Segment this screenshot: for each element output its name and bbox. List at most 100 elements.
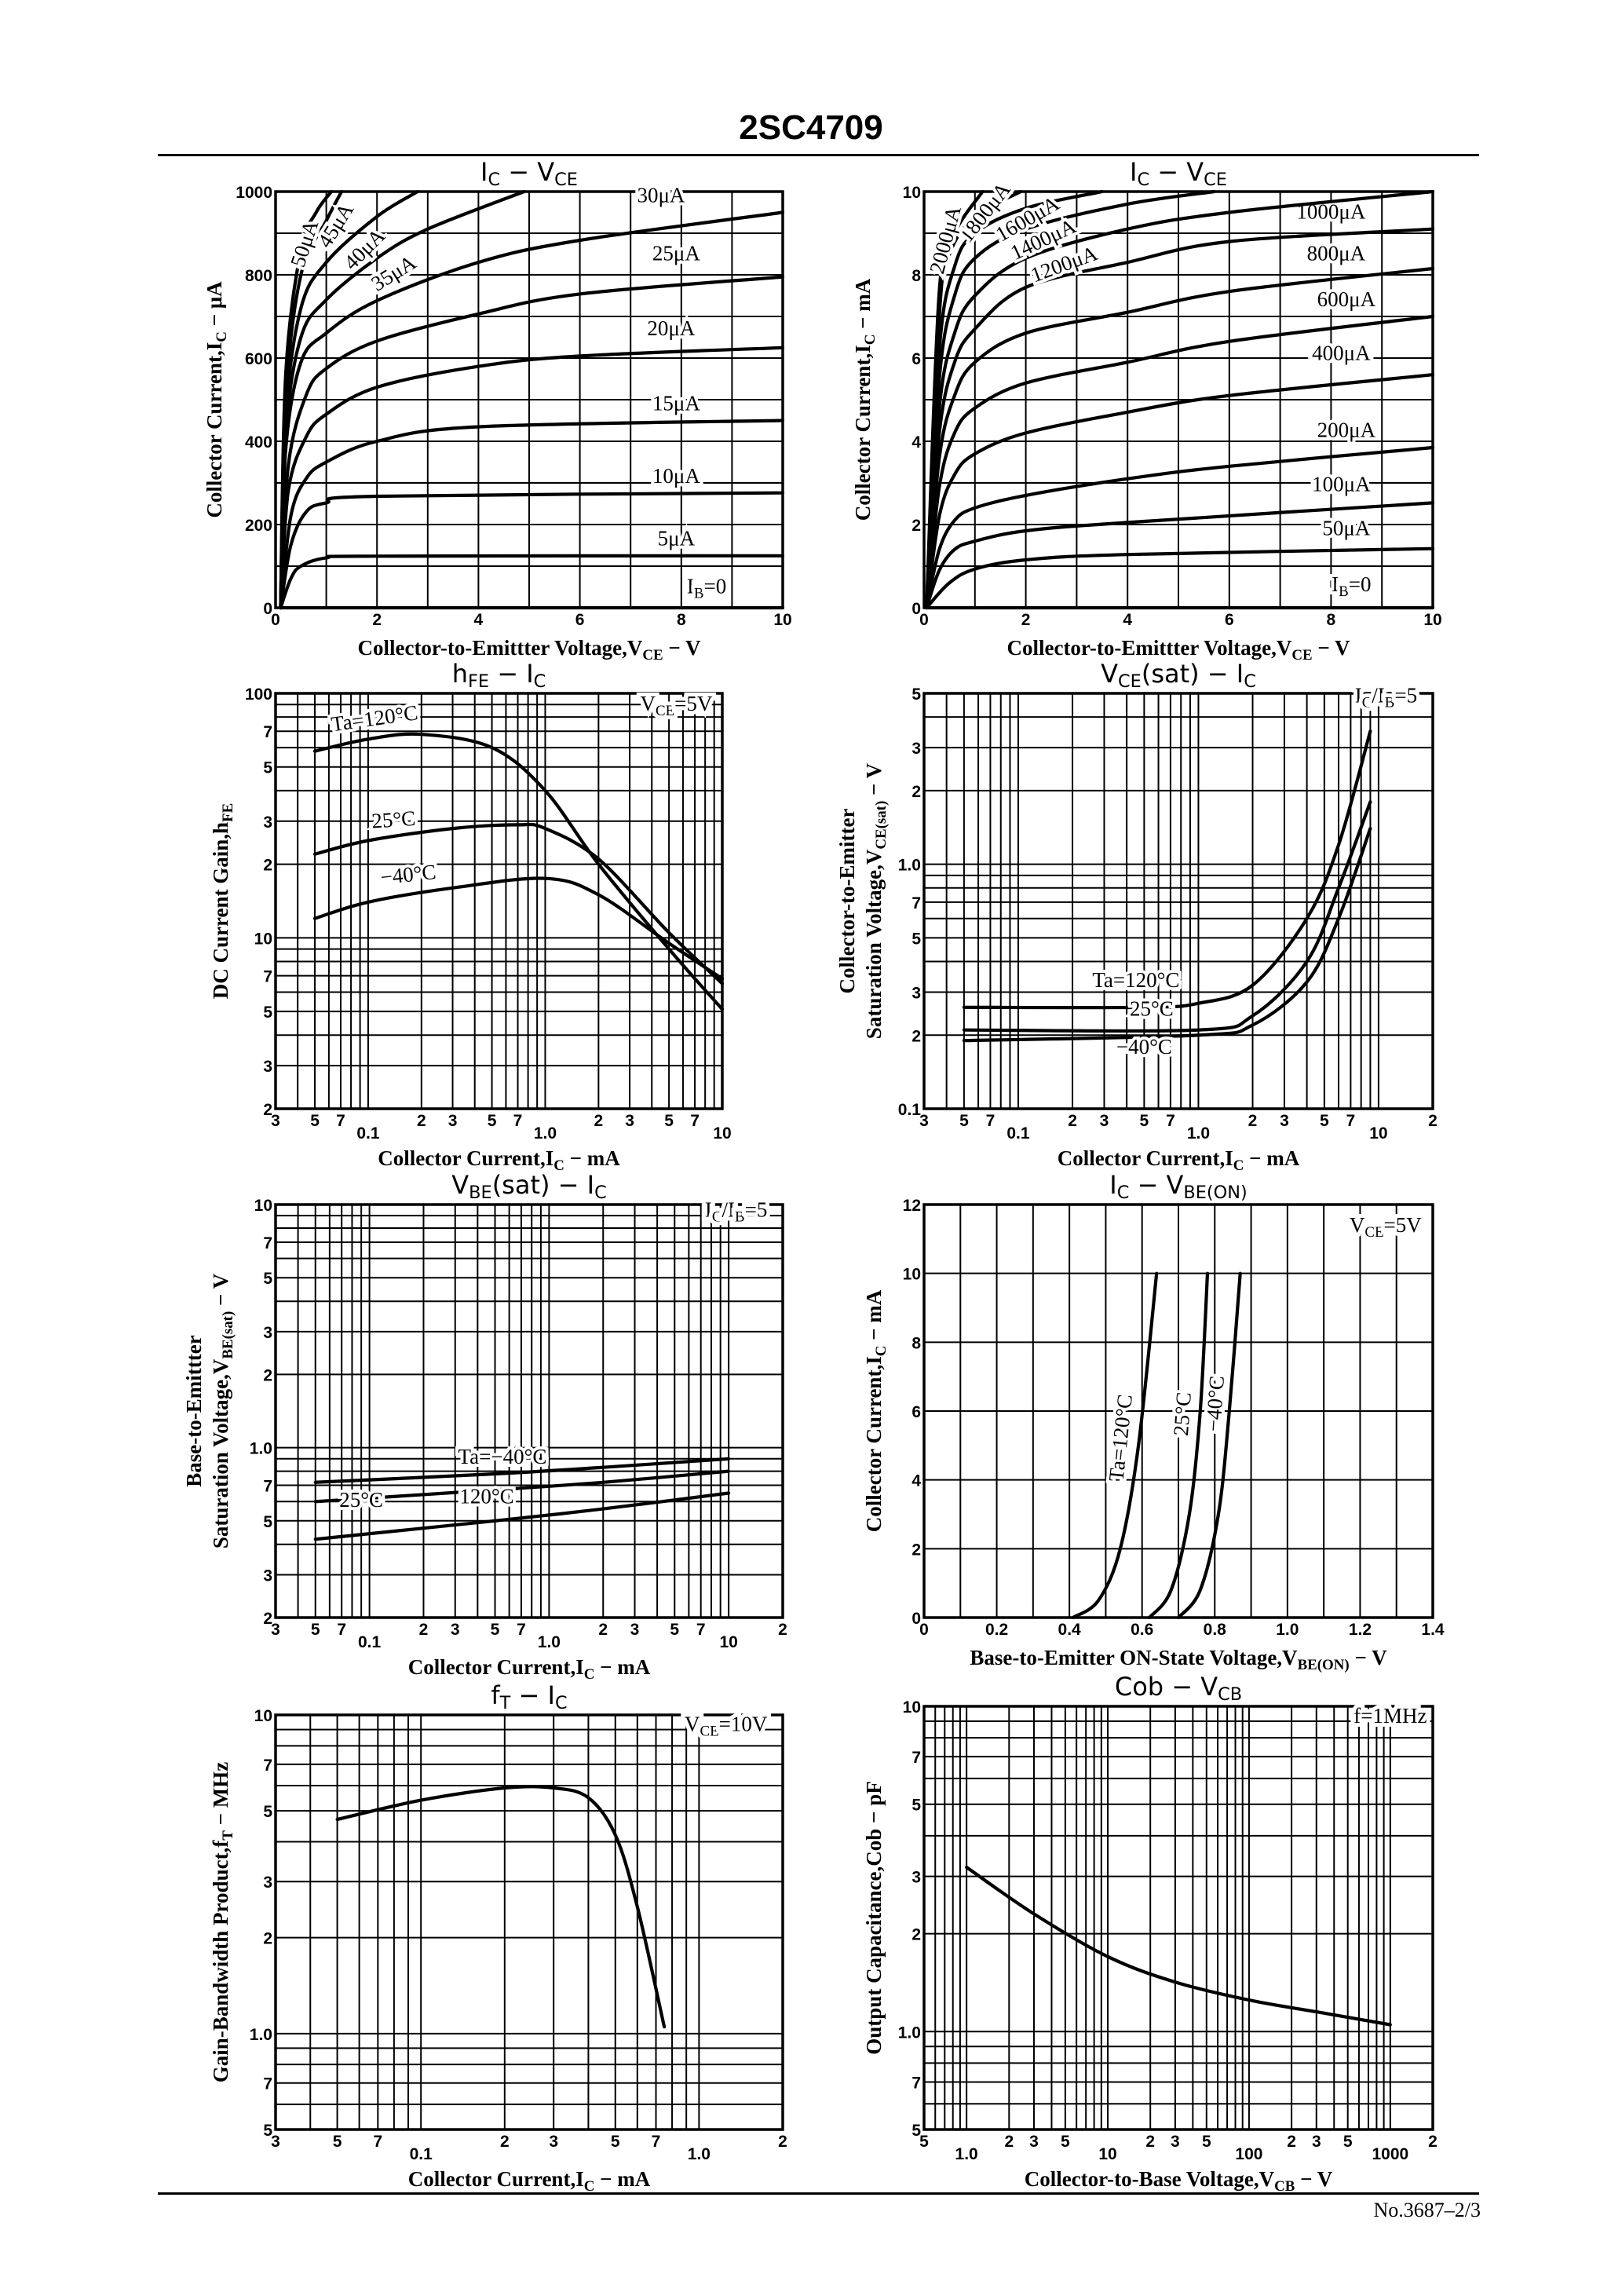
y-tick-label: 10 bbox=[254, 930, 272, 948]
series-curve bbox=[279, 345, 785, 610]
x-tick-label: 0.1 bbox=[358, 1633, 382, 1651]
y-tick-label: 4 bbox=[911, 433, 921, 452]
y-tick-label: 1000 bbox=[236, 184, 272, 202]
x-axis-label: Collector Current,IC​ − mA bbox=[408, 2167, 651, 2195]
x-tick-label: 5 bbox=[333, 2133, 342, 2151]
x-tick-label: 5 bbox=[959, 1112, 969, 1130]
series-label: 5μA bbox=[658, 527, 696, 550]
x-tick-label: 2 bbox=[1248, 1112, 1258, 1130]
series-curve bbox=[962, 800, 1372, 1033]
x-tick-label: 2 bbox=[1004, 2133, 1014, 2151]
chart-title: IC​ − VCE​ bbox=[480, 157, 578, 190]
plot-frame bbox=[922, 692, 1434, 1110]
x-tick-label: 3 bbox=[271, 1621, 280, 1639]
series-curve bbox=[925, 547, 1435, 610]
series-curve bbox=[925, 189, 1435, 610]
x-tick-label: 7 bbox=[1346, 1112, 1356, 1130]
y-tick-label: 1.0 bbox=[250, 1440, 272, 1458]
x-tick-label: 10 bbox=[719, 1633, 737, 1651]
y-tick-label: 7 bbox=[263, 1478, 272, 1496]
x-tick-label: 10 bbox=[713, 1124, 731, 1143]
y-tick-label: 3 bbox=[263, 813, 272, 832]
x-tick-label: 2 bbox=[372, 611, 382, 629]
x-tick-label: 8 bbox=[1327, 611, 1336, 629]
y-tick-label: 7 bbox=[263, 2075, 272, 2093]
condition-annotation: IC​/IB​=5 bbox=[705, 1198, 767, 1226]
y-tick-label: 2 bbox=[263, 1101, 272, 1119]
series-curve bbox=[313, 1457, 731, 1484]
y-tick-label: 0.1 bbox=[898, 1101, 922, 1119]
x-tick-label: 3 bbox=[271, 1112, 280, 1130]
y-axis-label: Base-to-Emittter bbox=[182, 1335, 206, 1486]
plot-frame bbox=[274, 1713, 784, 2131]
x-tick-label: 0 bbox=[919, 611, 929, 629]
x-tick-label: 2 bbox=[1145, 2133, 1155, 2151]
series-curve bbox=[335, 1785, 667, 2029]
x-tick-label: 3 bbox=[1280, 1112, 1289, 1130]
x-tick-label: 1.0 bbox=[534, 1124, 557, 1143]
series-label: 35μA bbox=[367, 250, 420, 296]
footer-rule bbox=[158, 2192, 1479, 2195]
series-label: −40°C bbox=[379, 860, 437, 889]
chart-2: 0 2 4 6 8 10 0 2 4 6 8 10 IC​ − VCE​ Collector-to-Emi… bbox=[851, 157, 1442, 664]
x-tick-label: 2 bbox=[778, 2133, 787, 2151]
y-tick-label: 5 bbox=[263, 759, 272, 777]
x-tick-label: 3 bbox=[630, 1621, 640, 1639]
x-tick-label: 1.0 bbox=[538, 1633, 561, 1651]
y-tick-label: 1.0 bbox=[898, 2024, 921, 2042]
series-label: 15μA bbox=[652, 391, 700, 415]
y-tick-label: 5 bbox=[911, 2122, 921, 2140]
series-curve bbox=[962, 827, 1372, 1043]
y-tick-label: 10 bbox=[254, 1197, 272, 1215]
series-curve bbox=[925, 501, 1435, 610]
x-tick-label: 10 bbox=[773, 611, 791, 629]
series-curve bbox=[925, 227, 1435, 610]
series-curve bbox=[1071, 1271, 1159, 1620]
x-tick-label: 2 bbox=[1428, 1112, 1438, 1130]
x-tick-label: 5 bbox=[488, 1112, 497, 1130]
y-axis-label: Saturation Voltage,VBE(sat)​ − V bbox=[209, 1273, 236, 1548]
y-tick-label: 5 bbox=[263, 1513, 272, 1531]
condition-annotation: VCE​=5V bbox=[1350, 1213, 1422, 1241]
x-tick-label: 5 bbox=[1140, 1112, 1149, 1130]
chart-4: 3570.123571.023571020.123571.0235VCE​(sa… bbox=[835, 659, 1438, 1174]
series-curve bbox=[925, 189, 985, 610]
series-curve bbox=[279, 189, 334, 610]
x-tick-label: 7 bbox=[986, 1112, 995, 1130]
y-axis-label: Collector Current,IC​ − μA bbox=[203, 281, 230, 518]
series-label: 50μA bbox=[1322, 516, 1370, 539]
chart-title: IC​ − VCE​ bbox=[1130, 157, 1227, 190]
series-curve bbox=[925, 314, 1435, 610]
y-tick-label: 600 bbox=[245, 350, 272, 368]
x-tick-label: 8 bbox=[677, 611, 686, 629]
x-tick-label: 3 bbox=[549, 2133, 558, 2151]
chart-title: VCE​(sat) − IC​ bbox=[1101, 659, 1256, 692]
series-label: 120°C bbox=[459, 1485, 513, 1508]
series-label: 25°C bbox=[371, 806, 416, 833]
series-label: −40°C bbox=[1116, 1035, 1172, 1058]
y-tick-label: 0 bbox=[911, 1610, 921, 1628]
x-tick-label: 2 bbox=[1068, 1112, 1077, 1130]
x-axis-label: Base-to-Emitter ON-State Voltage,VBE(ON)… bbox=[970, 1646, 1387, 1673]
series-label: −40°C bbox=[1201, 1375, 1229, 1432]
y-tick-label: 5 bbox=[911, 930, 921, 948]
series-label: 25μA bbox=[652, 241, 700, 265]
x-tick-label: 5 bbox=[491, 1621, 500, 1639]
y-tick-label: 6 bbox=[911, 1403, 921, 1421]
x-axis-label: Collector-to-Emittter Voltage,VCE​ − V bbox=[1006, 636, 1350, 664]
x-tick-label: 0.6 bbox=[1131, 1621, 1153, 1639]
x-tick-label: 0.4 bbox=[1058, 1621, 1082, 1639]
x-tick-label: 3 bbox=[451, 1621, 460, 1639]
y-tick-label: 400 bbox=[245, 433, 272, 452]
y-tick-label: 5 bbox=[263, 1803, 272, 1821]
chart-title: Cob − VCB​ bbox=[1115, 1672, 1242, 1705]
y-axis-label: Collector Current,IC​ − mA bbox=[851, 278, 879, 521]
y-tick-label: 10 bbox=[903, 1266, 921, 1284]
y-tick-label: 0 bbox=[911, 600, 921, 618]
x-tick-label: 0.1 bbox=[1006, 1124, 1030, 1143]
series-curve bbox=[312, 822, 725, 985]
y-tick-label: 200 bbox=[245, 517, 272, 535]
series-label: 2000μA bbox=[925, 203, 966, 276]
y-tick-label: 3 bbox=[263, 1567, 272, 1585]
